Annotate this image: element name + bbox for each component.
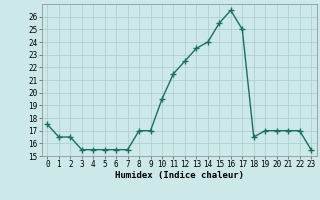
X-axis label: Humidex (Indice chaleur): Humidex (Indice chaleur) bbox=[115, 171, 244, 180]
